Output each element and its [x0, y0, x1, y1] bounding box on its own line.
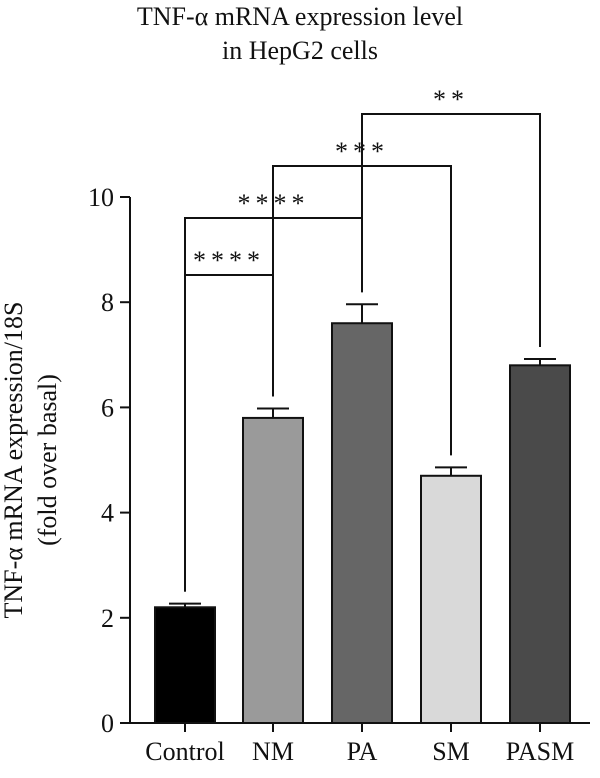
y-tick-label: 4 — [101, 499, 114, 528]
x-tick-label-control: Control — [145, 737, 224, 766]
y-tick-label: 10 — [88, 183, 114, 212]
significance-bracket — [361, 113, 541, 348]
y-tick-label: 6 — [101, 393, 114, 422]
x-tick-label-pasm: PASM — [506, 737, 574, 766]
y-tick-label: 0 — [101, 709, 114, 738]
y-axis-label-line-1: TNF-α mRNA expression/18S — [0, 302, 28, 619]
bar-sm — [420, 474, 482, 724]
significance-label: **** — [193, 246, 265, 275]
y-tick-label: 8 — [101, 288, 114, 317]
x-tick-label-sm: SM — [432, 737, 470, 766]
chart-title-line-2: in HepG2 cells — [222, 36, 378, 65]
bar-control — [154, 606, 216, 725]
bar-pasm — [509, 364, 571, 724]
y-tick-label: 2 — [101, 604, 114, 633]
chart-title-line-1: TNF-α mRNA expression level — [136, 2, 464, 31]
significance-label: *** — [335, 137, 389, 166]
significance-label: **** — [238, 189, 310, 218]
x-tick-label-pa: PA — [347, 737, 378, 766]
significance-label: ** — [433, 85, 469, 114]
x-tick-label-nm: NM — [252, 737, 294, 766]
bar-pa — [331, 322, 393, 724]
y-axis-label-line-2: (fold over basal) — [33, 374, 62, 546]
bar-nm — [242, 416, 304, 724]
